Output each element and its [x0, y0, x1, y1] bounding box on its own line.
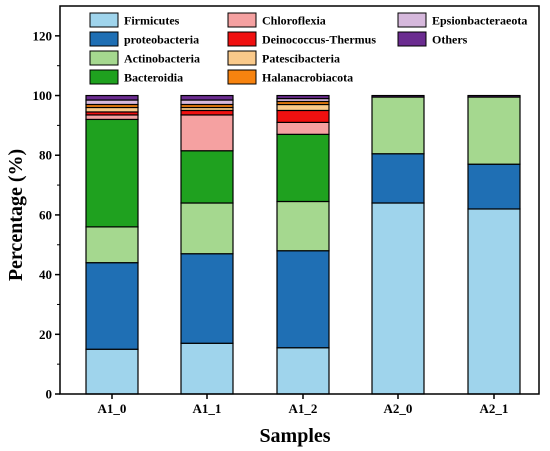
y-tick-label: 20	[39, 327, 52, 342]
bar-segment-A2_0-0	[371, 202, 425, 395]
bar-segment-A1_0-1	[85, 262, 139, 350]
bar-segment-A1_2-3	[276, 133, 330, 203]
bar-segment-A2_1-1	[467, 163, 521, 210]
x-tick-label: A2_1	[480, 401, 509, 416]
legend-label-8: Epsionbacteraeota	[432, 14, 527, 28]
axes-layer: 0 20 40 60 80 100 120 A1_0 A1_1 A1_2 A2_0 A2_1	[33, 5, 540, 416]
x-tick-label: A1_0	[98, 401, 127, 416]
bar-segment-A2_1-0	[467, 208, 521, 395]
legend-label-0: Firmicutes	[124, 14, 180, 28]
bar-segment-A2_0-1	[371, 153, 425, 204]
legend-swatch-8	[397, 12, 427, 28]
legend-swatch-1	[89, 31, 119, 47]
x-tick-label: A1_1	[193, 401, 222, 416]
x-axis-title: Samples	[259, 425, 330, 447]
legend-label-9: Others	[432, 33, 468, 47]
legend-label-5: Deinococcus-Thermus	[262, 33, 376, 47]
bar-segment-A1_1-0	[180, 342, 234, 395]
bar-segment-A1_0-6	[85, 106, 139, 113]
legend-swatch-9	[397, 31, 427, 47]
bar-segment-A1_1-2	[180, 202, 234, 255]
legend-swatch-0	[89, 12, 119, 28]
bar-segment-A1_0-2	[85, 226, 139, 264]
bar-segment-A1_2-0	[276, 347, 330, 395]
y-tick-label: 40	[39, 267, 52, 282]
legend-swatch-3	[89, 69, 119, 85]
legend-label-3: Bacteroidia	[124, 71, 183, 85]
x-tick-label: A1_2	[289, 401, 318, 416]
legend-label-4: Chloroflexia	[262, 14, 326, 28]
bar-segment-A1_0-4	[85, 114, 139, 121]
y-tick-label: 80	[39, 148, 52, 163]
bar-segment-A1_2-5	[276, 109, 330, 124]
legend-label-6: Patescibacteria	[262, 52, 340, 66]
bar-segment-A1_2-4	[276, 121, 330, 135]
y-tick-label: 0	[46, 387, 53, 402]
bar-segment-A2_1-2	[467, 96, 521, 165]
bar-segment-A1_0-0	[85, 348, 139, 395]
bar-segment-A1_0-3	[85, 118, 139, 228]
plot-frame	[59, 5, 540, 395]
y-tick-label: 120	[33, 28, 53, 43]
bar-segment-A1_0-8	[85, 99, 139, 106]
bar-segment-A1_1-4	[180, 114, 234, 152]
bar-segment-A2_0-9	[371, 94, 425, 98]
legend-swatch-2	[89, 50, 119, 66]
bar-segment-A2_1-9	[467, 94, 521, 98]
bar-segment-A1_2-6	[276, 103, 330, 112]
legend-swatch-7	[227, 69, 257, 85]
bar-segment-A1_2-1	[276, 250, 330, 349]
legend-swatch-5	[227, 31, 257, 47]
legend-label-1: proteobacteria	[124, 33, 199, 47]
bar-segment-A1_2-2	[276, 200, 330, 252]
y-tick-label: 100	[33, 88, 53, 103]
legend-swatch-6	[227, 50, 257, 66]
bar-segment-A1_1-3	[180, 150, 234, 204]
bar-segment-A1_1-5	[180, 109, 234, 116]
y-axis-title: Percentage (%)	[5, 149, 27, 281]
legend: Firmicutes proteobacteria Actinobacteria Ba…	[89, 12, 527, 85]
bar-segment-A1_1-9	[180, 94, 234, 101]
y-tick-label: 60	[39, 207, 52, 222]
bar-segment-A2_0-2	[371, 96, 425, 155]
legend-label-7: Halanacrobiacota	[262, 71, 353, 85]
x-tick-label: A2_0	[384, 401, 413, 416]
bar-segment-A1_0-9	[85, 94, 139, 101]
legend-swatch-4	[227, 12, 257, 28]
bar-segment-A1_2-9	[276, 94, 330, 100]
bar-segment-A1_1-1	[180, 253, 234, 344]
bars-layer	[85, 94, 521, 395]
legend-label-2: Actinobacteria	[124, 52, 200, 66]
bar-segment-A1_1-8	[180, 99, 234, 106]
